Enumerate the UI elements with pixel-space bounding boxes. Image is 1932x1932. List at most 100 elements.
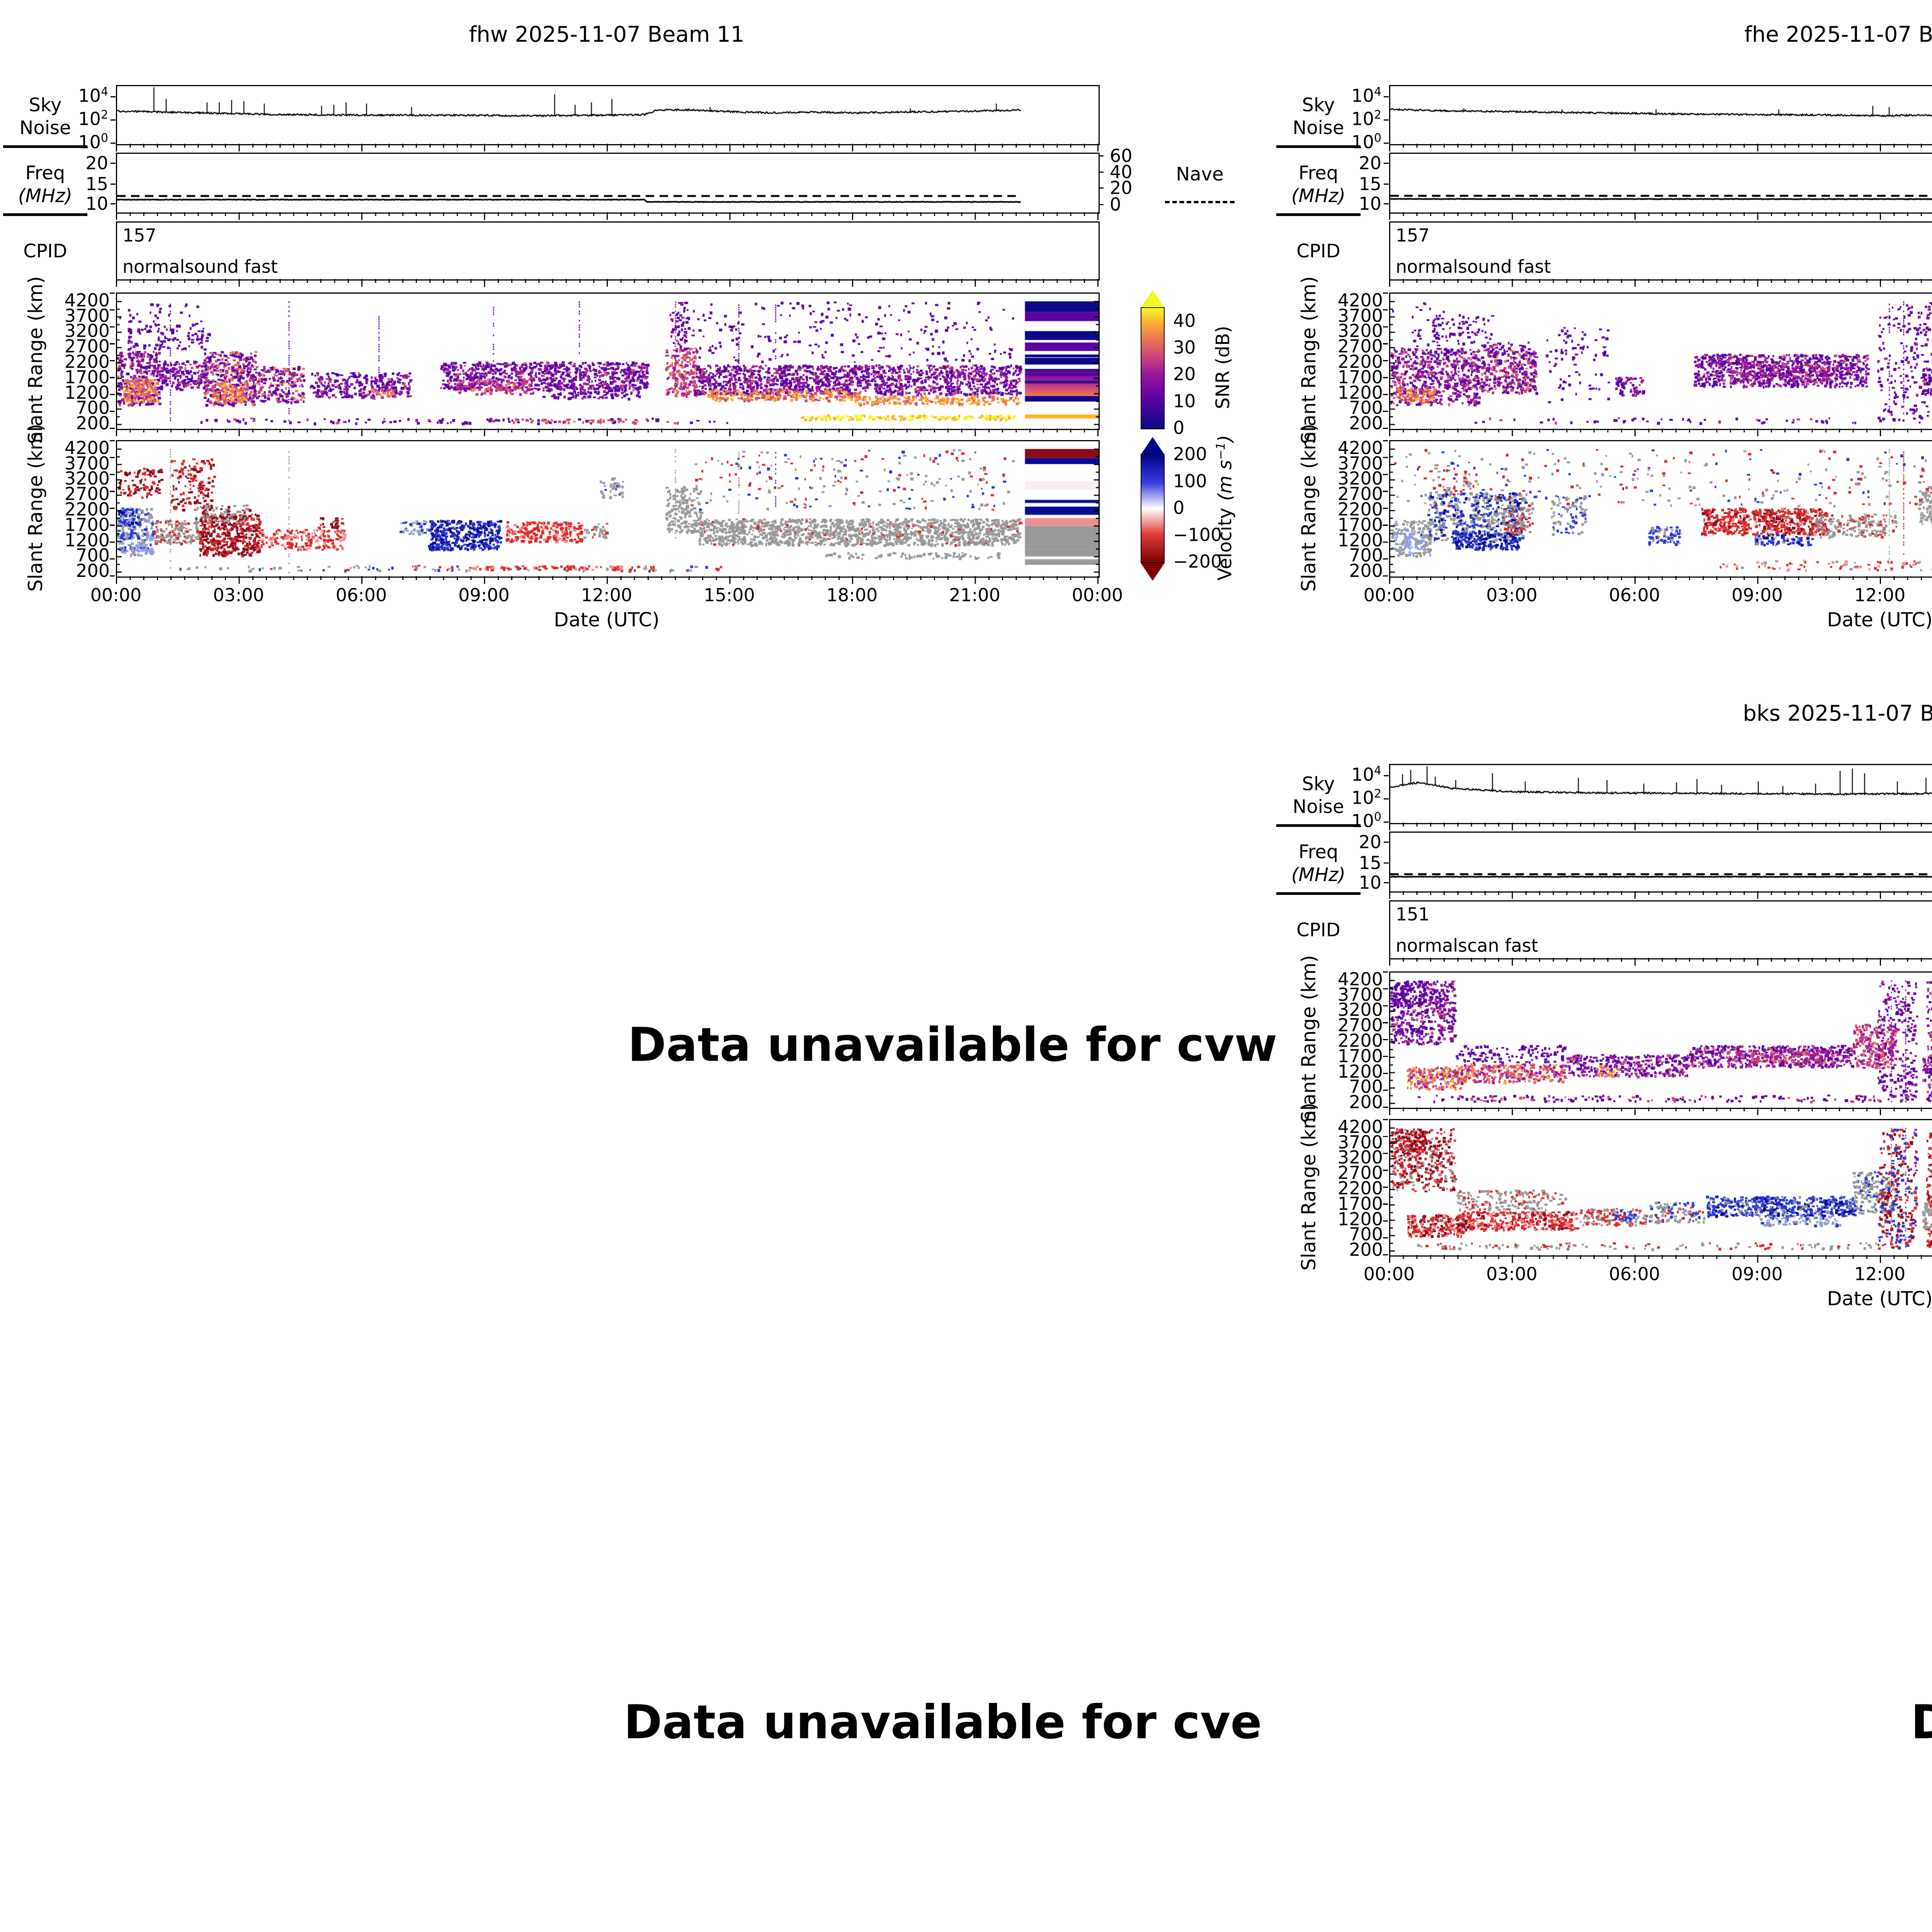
- time-tick-label: 00:00: [90, 585, 142, 605]
- velocity-rti-heatmap: [117, 441, 1099, 577]
- range-tick-label: 3200: [1337, 320, 1383, 342]
- cpid-axis-label: CPID: [1296, 240, 1340, 262]
- x-tickmarks-major: [1389, 144, 1932, 151]
- sky-noise-panel: [1389, 85, 1932, 145]
- snr-colorbar-tick-label: 40: [1173, 310, 1196, 331]
- range-tickmarks: [1383, 1119, 1388, 1255]
- time-tick-label: 03:00: [213, 585, 264, 605]
- nave-legend-label: Nave: [1176, 163, 1224, 185]
- range-tick-label: 3700: [1337, 1131, 1383, 1153]
- tick-mark: [111, 203, 116, 205]
- velocity-colorbar-tick-label: 0: [1173, 497, 1185, 518]
- nave-tick-label: 40: [1110, 162, 1133, 183]
- velocity-rti-heatmap: [1390, 1120, 1932, 1255]
- freq-tick-label: 10: [1359, 193, 1381, 214]
- x-tickmarks-major: [116, 212, 1099, 220]
- cpid-axis-label: CPID: [23, 240, 67, 262]
- range-tickmarks: [110, 293, 115, 429]
- tick-mark: [111, 96, 116, 97]
- range-tick-label: 1200: [64, 382, 110, 403]
- sky-noise-tick-label: 100: [78, 131, 108, 153]
- radar-plot-fhe: fhe 2025-11-07 Beam 11 Sky Noise Freq (M…: [1273, 6, 1932, 655]
- nave-tick-label: 0: [1110, 194, 1121, 215]
- cpid-id: 151: [1396, 904, 1430, 925]
- tick-mark: [111, 143, 116, 144]
- range-tick-label: 4200: [1337, 1116, 1383, 1137]
- range-tick-label: 3700: [64, 452, 110, 474]
- range-tickmarks: [110, 440, 115, 577]
- sky-noise-tick-label: 102: [1351, 108, 1381, 129]
- cpid-axis-label: CPID: [1296, 919, 1340, 941]
- range-tick-label: 700: [1349, 545, 1383, 566]
- x-tickmarks-major: [1389, 429, 1932, 436]
- time-tick-label: 21:00: [949, 585, 1000, 605]
- freq-tick-label: 10: [85, 193, 108, 214]
- tick-mark: [1384, 119, 1389, 121]
- snr-colorbar-tick-label: 20: [1173, 364, 1196, 385]
- snr-panel: [1389, 293, 1932, 430]
- tick-mark: [1099, 155, 1104, 156]
- freq-axis-label: Freq (MHz): [1276, 162, 1361, 216]
- tick-mark: [111, 163, 116, 164]
- range-tick-label: 3700: [1337, 984, 1383, 1005]
- cpid-name: normalsound fast: [1396, 256, 1551, 277]
- range-tick-label: 200: [1349, 1092, 1383, 1113]
- range-tick-label: 200: [1349, 1239, 1383, 1260]
- freq-line-chart: [117, 154, 1099, 213]
- freq-panel: [1389, 832, 1932, 893]
- velocity-panel: [1389, 440, 1932, 578]
- time-tick-label: 12:00: [581, 585, 633, 605]
- range-tick-label: 700: [76, 545, 110, 566]
- time-tick-label: 03:00: [1486, 585, 1537, 605]
- range-tickmarks: [1383, 293, 1388, 429]
- cpid-name: normalsound fast: [122, 256, 278, 277]
- sky-noise-axis-label: Sky Noise: [1276, 94, 1361, 148]
- x-tickmarks-major: [1389, 891, 1932, 899]
- sky-noise-tick-label: 104: [78, 85, 108, 106]
- time-tick-label: 06:00: [335, 585, 387, 605]
- tick-mark: [1384, 821, 1389, 823]
- range-tick-label: 700: [1349, 397, 1383, 418]
- time-tick-label: 06:00: [1609, 585, 1660, 605]
- time-tick-label: 00:00: [1071, 585, 1123, 605]
- sky-noise-axis-label: Sky Noise: [3, 94, 87, 148]
- snr-colorbar-tick-label: 10: [1173, 390, 1196, 412]
- range-tick-label: 1700: [1337, 1045, 1383, 1066]
- cpid-panel: 157 normalsound fast: [116, 221, 1100, 281]
- range-tick-label: 1200: [1337, 529, 1383, 551]
- x-tickmarks-major: [1389, 212, 1932, 220]
- velocity-rti-heatmap: [1390, 441, 1932, 577]
- velocity-colorbar-tick-label: 100: [1173, 470, 1207, 492]
- range-tick-label: 1700: [1337, 514, 1383, 535]
- range-tick-label: 200: [1349, 560, 1383, 582]
- time-tick-label: 09:00: [1731, 585, 1783, 605]
- tick-mark: [1384, 163, 1389, 164]
- snr-rti-heatmap: [1390, 973, 1932, 1108]
- velocity-colorbar-tick-label: −200: [1173, 551, 1222, 572]
- time-tick-label: 18:00: [826, 585, 878, 605]
- velocity-colorbar-tick-label: 200: [1173, 444, 1207, 464]
- range-tick-label: 2200: [1337, 1177, 1383, 1199]
- x-tickmarks-major: [116, 144, 1099, 151]
- nave-tick-label: 20: [1110, 177, 1133, 199]
- plot-title: fhw 2025-11-07 Beam 11: [469, 22, 745, 47]
- range-tick-label: 2700: [1337, 1162, 1383, 1184]
- sky-noise-panel: [116, 85, 1100, 145]
- range-tick-label: 3700: [1337, 452, 1383, 474]
- range-tick-label: 3200: [1337, 468, 1383, 489]
- velocity-colorbar-arrow-bottom: [1141, 563, 1165, 581]
- time-tick-label: 12:00: [1854, 585, 1906, 605]
- freq-line-chart: [1390, 833, 1932, 891]
- snr-panel: [1389, 971, 1932, 1109]
- sky-noise-line-chart: [1390, 765, 1932, 823]
- tick-mark: [1384, 862, 1389, 864]
- time-tick-label: 00:00: [1363, 585, 1415, 605]
- time-tick-label: 06:00: [1609, 1264, 1660, 1284]
- x-axis-label: Date (UTC): [1827, 1287, 1932, 1310]
- x-tickmarks-major: [1389, 958, 1932, 966]
- range-tick-label: 700: [1349, 1076, 1383, 1097]
- freq-panel: [116, 153, 1100, 214]
- tick-mark: [1099, 204, 1104, 205]
- range-tick-label: 2700: [64, 336, 110, 357]
